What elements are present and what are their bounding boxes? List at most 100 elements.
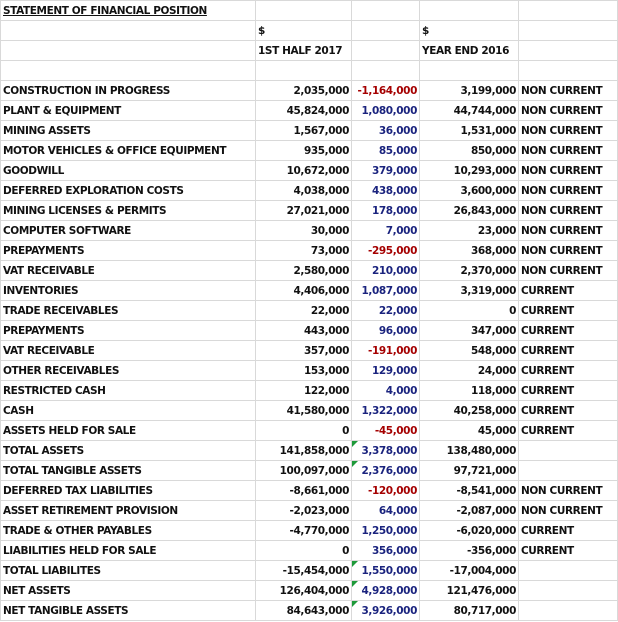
- data-row: ASSET RETIREMENT PROVISION -2,023,000 64,0…: [0, 500, 618, 521]
- row-label: MINING LICENSES & PERMITS: [0, 200, 256, 221]
- cell-value: 27,021,000: [255, 200, 352, 221]
- cell-value: 2,370,000: [419, 260, 519, 281]
- cell-value: 7,000: [351, 220, 420, 241]
- data-row: GOODWILL 10,672,000 379,000 10,293,000 NON C…: [0, 160, 618, 181]
- row-label: VAT RECEIVABLE: [0, 340, 256, 361]
- row-label: MINING ASSETS: [0, 120, 256, 141]
- row-label: COMPUTER SOFTWARE: [0, 220, 256, 241]
- class-label: NON CURRENT: [518, 120, 618, 141]
- class-label: [518, 600, 618, 621]
- row-label: CONSTRUCTION IN PROGRESS: [0, 80, 256, 101]
- cell-value: -15,454,000: [255, 560, 352, 581]
- cell-value: -2,087,000: [419, 500, 519, 521]
- class-label: NON CURRENT: [518, 180, 618, 201]
- data-row: TRADE RECEIVABLES 22,000 22,000 0 CURRENT: [0, 300, 618, 321]
- cell-value: 1,322,000: [351, 400, 420, 421]
- data-row: NET TANGIBLE ASSETS 84,643,000 3,926,000 80…: [0, 600, 618, 621]
- row-label: PLANT & EQUIPMENT: [0, 100, 256, 121]
- cell-value: 4,928,000: [351, 580, 420, 601]
- class-label: CURRENT: [518, 300, 618, 321]
- class-label: CURRENT: [518, 520, 618, 541]
- cell-value: 210,000: [351, 260, 420, 281]
- cell-value: 4,038,000: [255, 180, 352, 201]
- class-label: CURRENT: [518, 280, 618, 301]
- cell-value: 347,000: [419, 320, 519, 341]
- cell-value: -17,004,000: [419, 560, 519, 581]
- cell-value: -4,770,000: [255, 520, 352, 541]
- row-label: DEFERRED TAX LIABILITIES: [0, 480, 256, 501]
- cell-value: 1,080,000: [351, 100, 420, 121]
- cell-value: 3,600,000: [419, 180, 519, 201]
- cell-value: [351, 40, 420, 61]
- cell: [255, 0, 352, 21]
- cell-value: -191,000: [351, 340, 420, 361]
- data-row: NET ASSETS 126,404,000 4,928,000 121,476,00…: [0, 580, 618, 601]
- cell-value: -8,541,000: [419, 480, 519, 501]
- cell-value: 30,000: [255, 220, 352, 241]
- cell-value: 73,000: [255, 240, 352, 261]
- cell-value: YEAR END 2016: [419, 40, 519, 61]
- data-row: COMPUTER SOFTWARE 30,000 7,000 23,000 NON CU…: [0, 220, 618, 241]
- data-row: PLANT & EQUIPMENT 45,824,000 1,080,000 44,7…: [0, 100, 618, 121]
- cell-value: 1,087,000: [351, 280, 420, 301]
- data-row: INVENTORIES 4,406,000 1,087,000 3,319,000 CU…: [0, 280, 618, 301]
- row-label: CASH: [0, 400, 256, 421]
- data-row: TOTAL ASSETS 141,858,000 3,378,000 138,480,…: [0, 440, 618, 461]
- class-label: [518, 40, 618, 61]
- cell: [351, 0, 420, 21]
- cell-value: 2,035,000: [255, 80, 352, 101]
- cell-value: 438,000: [351, 180, 420, 201]
- row-label: TOTAL TANGIBLE ASSETS: [0, 460, 256, 481]
- cell: [518, 0, 618, 21]
- row-label: LIABILITIES HELD FOR SALE: [0, 540, 256, 561]
- class-label: NON CURRENT: [518, 140, 618, 161]
- class-label: NON CURRENT: [518, 220, 618, 241]
- data-row: OTHER RECEIVABLES 153,000 129,000 24,000 CUR…: [0, 360, 618, 381]
- cell-value: 1ST HALF 2017: [255, 40, 352, 61]
- data-row: MINING LICENSES & PERMITS 27,021,000 178,0…: [0, 200, 618, 221]
- cell-value: [351, 20, 420, 41]
- cell-value: 26,843,000: [419, 200, 519, 221]
- cell-value: 1,531,000: [419, 120, 519, 141]
- cell-value: 2,376,000: [351, 460, 420, 481]
- cell-value: [419, 60, 519, 81]
- cell-value: 122,000: [255, 380, 352, 401]
- cell-value: 2,580,000: [255, 260, 352, 281]
- cell-value: 3,319,000: [419, 280, 519, 301]
- data-row: TOTAL LIABILITES -15,454,000 1,550,000 -17,…: [0, 560, 618, 581]
- cell-value: 41,580,000: [255, 400, 352, 421]
- cell-value: 10,672,000: [255, 160, 352, 181]
- cell-value: 10,293,000: [419, 160, 519, 181]
- cell-value: $: [419, 20, 519, 41]
- class-label: CURRENT: [518, 320, 618, 341]
- data-row: RESTRICTED CASH 122,000 4,000 118,000 CURREN…: [0, 380, 618, 401]
- data-row: VAT RECEIVABLE 357,000 -191,000 548,000 CURR…: [0, 340, 618, 361]
- class-label: [518, 20, 618, 41]
- cell-value: 4,406,000: [255, 280, 352, 301]
- class-label: CURRENT: [518, 360, 618, 381]
- row-label: OTHER RECEIVABLES: [0, 360, 256, 381]
- data-row: MOTOR VEHICLES & OFFICE EQUIPMENT 935,000…: [0, 140, 618, 161]
- cell-value: 36,000: [351, 120, 420, 141]
- cell-value: 97,721,000: [419, 460, 519, 481]
- row-label: [0, 60, 256, 81]
- cell-value: $: [255, 20, 352, 41]
- cell-value: 3,926,000: [351, 600, 420, 621]
- cell-value: 368,000: [419, 240, 519, 261]
- cell-value: 84,643,000: [255, 600, 352, 621]
- row-label: ASSETS HELD FOR SALE: [0, 420, 256, 441]
- class-label: [518, 580, 618, 601]
- cell-value: 64,000: [351, 500, 420, 521]
- class-label: CURRENT: [518, 400, 618, 421]
- data-row: CONSTRUCTION IN PROGRESS 2,035,000 -1,164,…: [0, 80, 618, 101]
- cell-value: 850,000: [419, 140, 519, 161]
- data-row: DEFERRED EXPLORATION COSTS 4,038,000 438,0…: [0, 180, 618, 201]
- cell-value: 45,000: [419, 420, 519, 441]
- cell-value: 45,824,000: [255, 100, 352, 121]
- class-label: NON CURRENT: [518, 100, 618, 121]
- row-label: PREPAYMENTS: [0, 320, 256, 341]
- cell-value: 0: [419, 300, 519, 321]
- cell-value: 178,000: [351, 200, 420, 221]
